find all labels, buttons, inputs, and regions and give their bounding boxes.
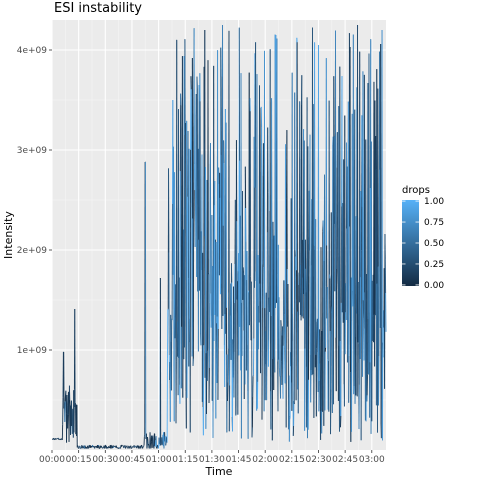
y-axis: 1e+09 2e+09 3e+09 4e+09 [17,46,52,356]
x-tick-label: 00:30 [92,455,118,465]
x-tick-label: 02:00 [252,455,278,465]
x-tick-label: 00:45 [119,455,145,465]
legend-colorbar [402,200,419,286]
y-tick-label: 1e+09 [17,346,48,356]
x-axis-title: Time [205,465,233,478]
x-tick-label: 02:15 [279,455,305,465]
x-tick-label: 01:15 [172,455,198,465]
x-axis: 00:00 00:15 00:30 00:45 01:00 01:15 01:30 01:45… [39,450,385,465]
y-tick-label: 2e+09 [17,246,48,256]
x-tick-label: 01:30 [199,455,225,465]
legend-title: drops [402,185,430,196]
y-tick-label: 4e+09 [17,46,48,56]
legend: drops 1.00 0.75 0.50 0.25 0.00 [402,185,444,291]
y-tick-label: 3e+09 [17,146,48,156]
x-tick-label: 02:45 [332,455,358,465]
intensity-series [51,24,387,449]
x-tick-label: 03:00 [359,455,385,465]
x-tick-label: 00:15 [66,455,92,465]
x-tick-label: 00:00 [39,455,65,465]
y-axis-title: Intensity [2,211,15,259]
x-tick-label: 02:30 [306,455,332,465]
x-tick-label: 01:45 [226,455,252,465]
legend-label: 1.00 [424,197,444,207]
x-tick-label: 01:00 [146,455,172,465]
legend-label: 0.00 [424,281,444,291]
legend-ticks: 1.00 0.75 0.50 0.25 0.00 [402,197,444,291]
chart-title: ESI instability [54,1,142,16]
legend-label: 0.50 [424,239,444,249]
legend-label: 0.25 [424,260,444,270]
legend-label: 0.75 [424,218,444,228]
